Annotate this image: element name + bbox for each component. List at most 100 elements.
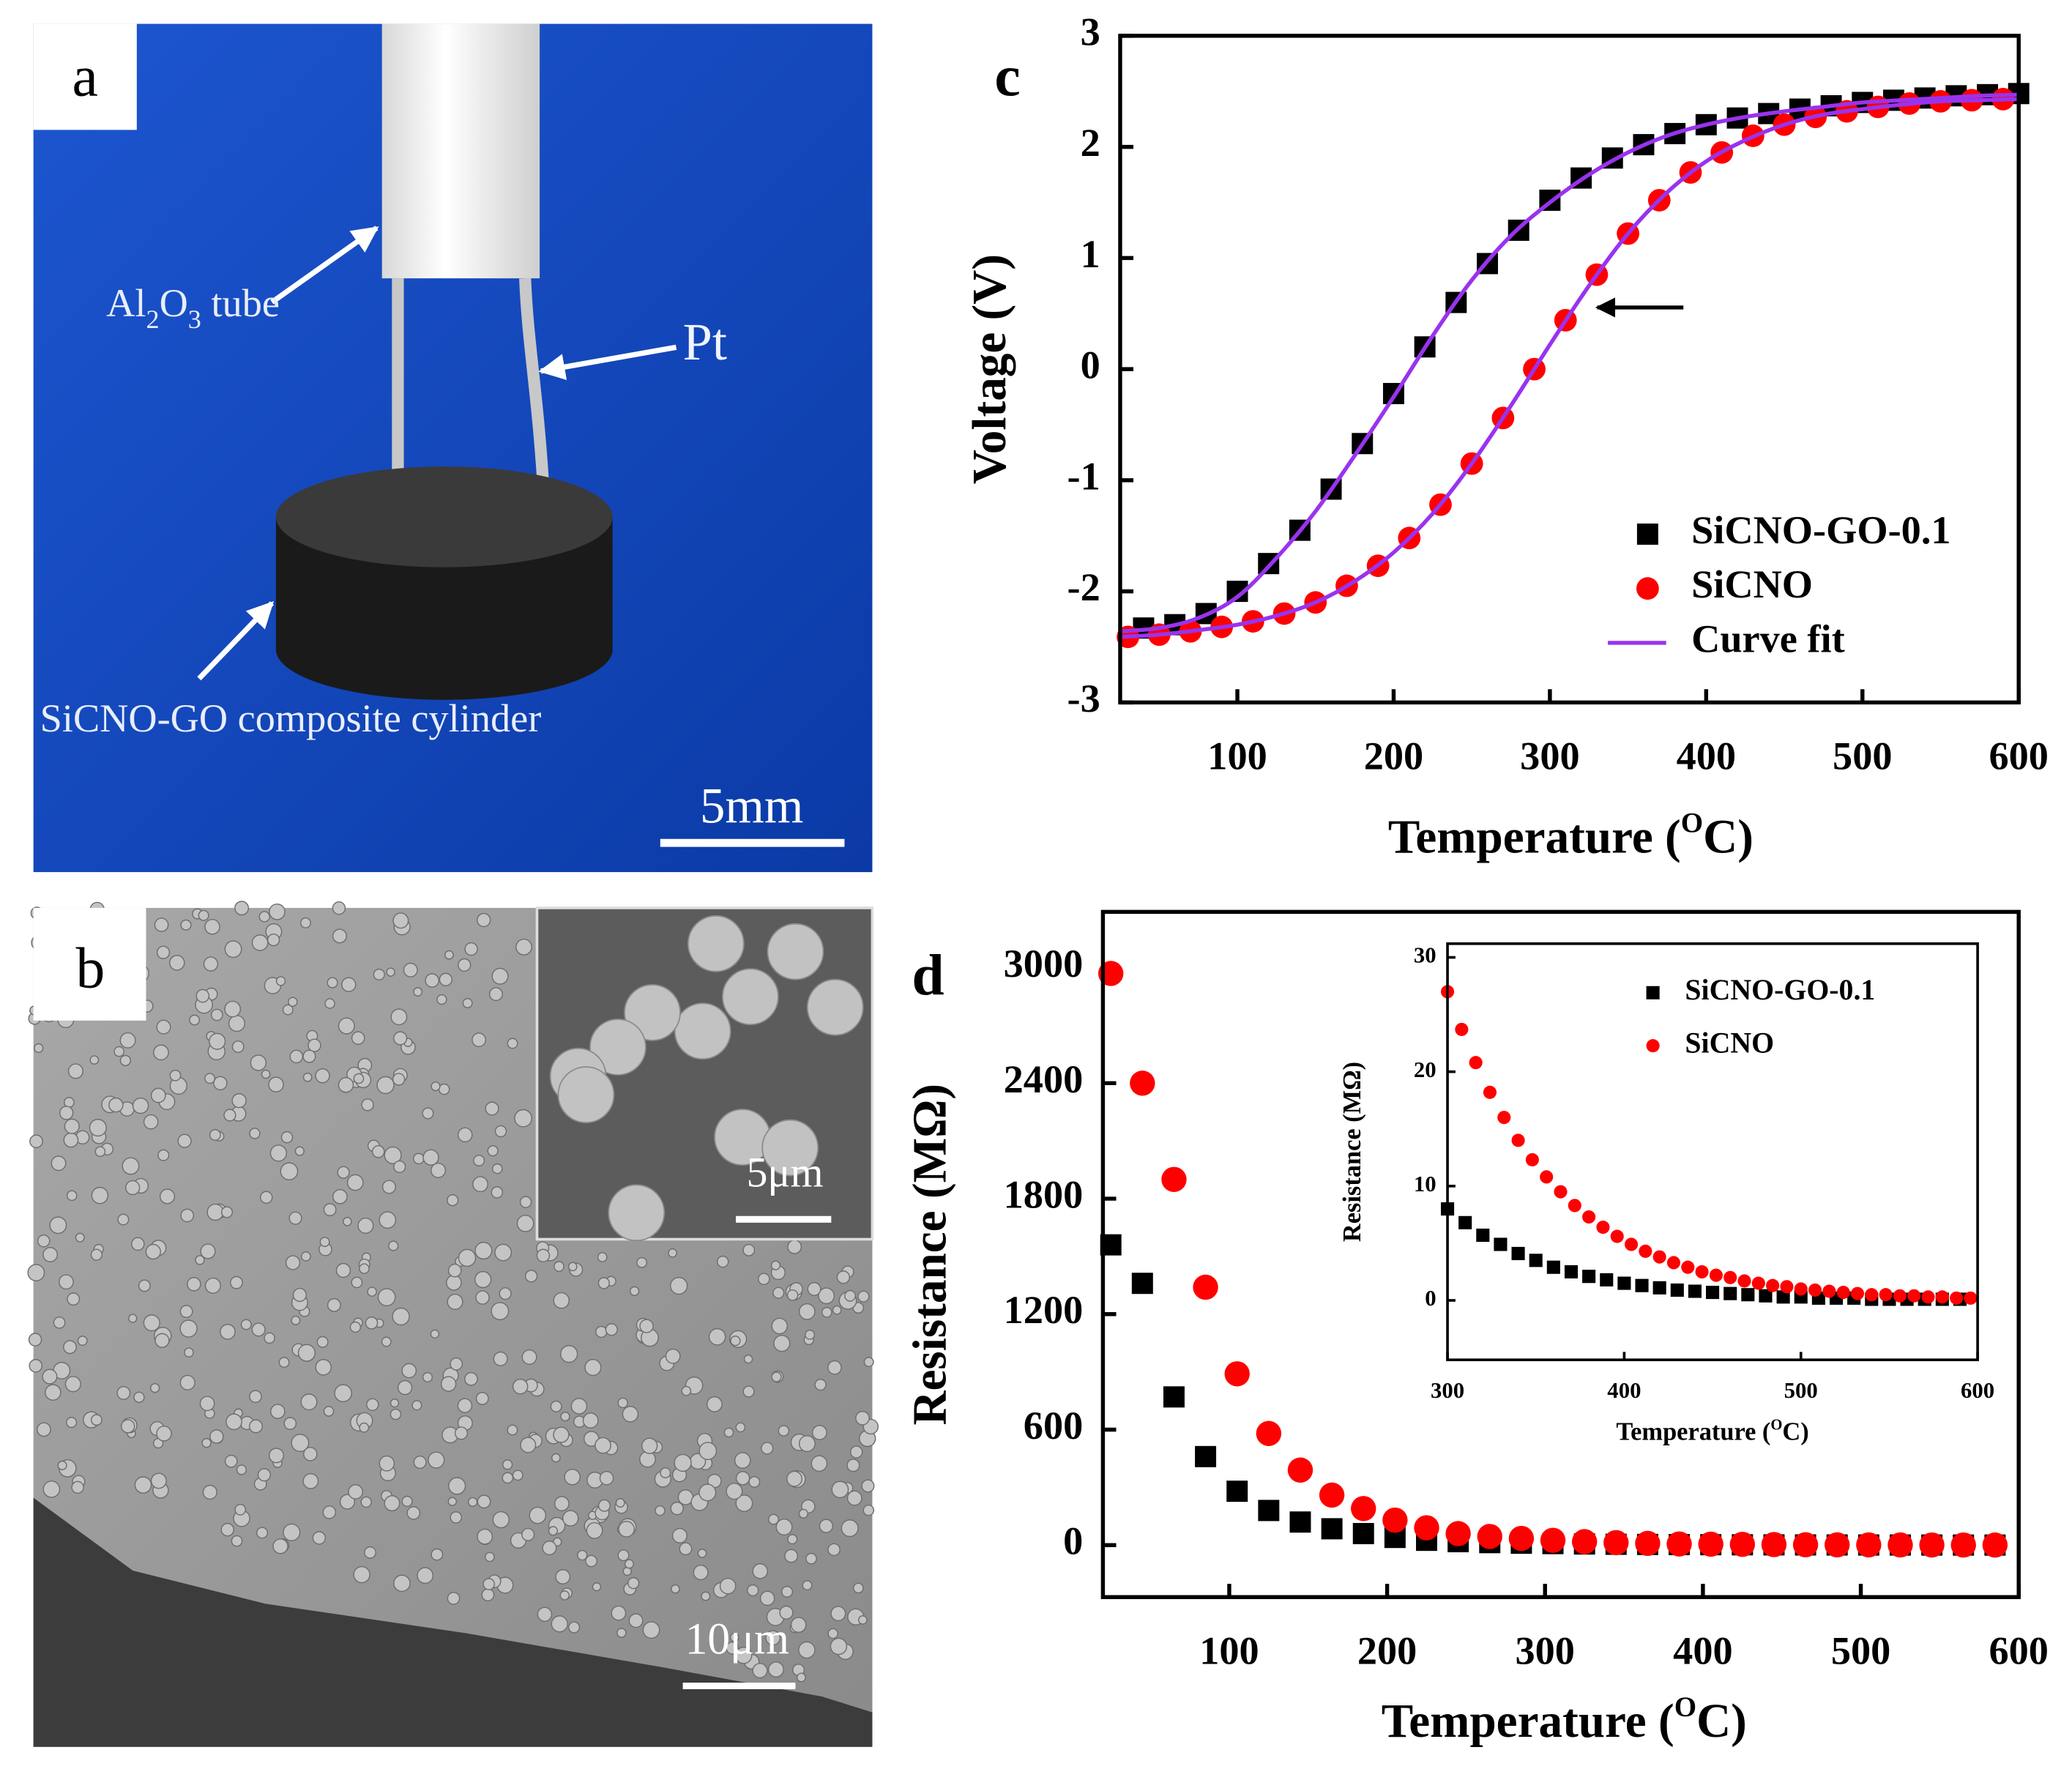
- x-axis-label-part: Temperature (: [1388, 811, 1681, 863]
- point: [1982, 1532, 2008, 1558]
- point: [1458, 1215, 1472, 1229]
- particle: [291, 1434, 310, 1452]
- particle: [89, 1055, 100, 1065]
- cylinder-top: [275, 466, 613, 567]
- particle: [597, 1252, 608, 1262]
- particle: [592, 1582, 602, 1592]
- particle: [767, 1661, 784, 1678]
- point: [1723, 1286, 1737, 1300]
- point: [1511, 1246, 1525, 1261]
- wire-label: Pt: [683, 312, 727, 371]
- particle: [668, 1248, 677, 1258]
- particle: [113, 1046, 124, 1057]
- particle: [627, 1577, 640, 1590]
- particle: [234, 901, 250, 916]
- particle: [29, 1134, 43, 1149]
- cylinder-label: SiCNO-GO composite cylinder: [40, 696, 542, 740]
- particle: [464, 1371, 478, 1386]
- inset-background: [1338, 928, 2015, 1459]
- particle: [267, 933, 280, 947]
- particle: [366, 1398, 379, 1412]
- particle: [861, 1479, 875, 1493]
- particle: [335, 1262, 351, 1278]
- particle: [377, 1288, 396, 1307]
- particle: [781, 1585, 794, 1598]
- point: [1596, 1221, 1610, 1235]
- point: [1571, 1529, 1598, 1554]
- particle: [542, 1541, 557, 1556]
- particle: [805, 1552, 817, 1565]
- particle: [628, 1613, 644, 1628]
- particle: [693, 1564, 709, 1581]
- point: [1540, 1527, 1566, 1553]
- sphere: [767, 923, 824, 980]
- particle: [617, 1549, 630, 1562]
- particle: [351, 1031, 365, 1046]
- particle: [560, 1411, 570, 1422]
- particle: [560, 1345, 578, 1363]
- point: [1351, 1496, 1376, 1522]
- particle: [411, 1400, 422, 1411]
- particle: [485, 1101, 499, 1116]
- particle: [814, 1379, 827, 1391]
- panel-label: c: [994, 45, 1020, 109]
- particle: [90, 1414, 103, 1426]
- particle: [464, 942, 478, 956]
- point: [1256, 1420, 1282, 1446]
- particle: [156, 1019, 171, 1035]
- particle: [187, 1277, 201, 1292]
- particle: [863, 1357, 874, 1368]
- particle: [349, 1321, 362, 1333]
- particle: [223, 1109, 236, 1122]
- panel-b: 5μm 10μm b: [27, 901, 879, 1747]
- y-tick-label: 0: [1081, 343, 1100, 387]
- particle: [149, 1382, 160, 1393]
- particle: [199, 1396, 215, 1412]
- x-tick-label: 100: [1199, 1628, 1259, 1672]
- y-axis-label: Resistance (MΩ): [903, 1084, 956, 1425]
- particle: [742, 1385, 755, 1398]
- point: [1582, 1270, 1596, 1284]
- point: [1639, 1244, 1652, 1258]
- particle: [765, 1630, 781, 1646]
- particle: [447, 1497, 458, 1506]
- particle: [269, 1144, 288, 1162]
- point: [1582, 1210, 1596, 1224]
- particle: [597, 1277, 610, 1289]
- point: [1321, 1518, 1343, 1540]
- particle: [595, 1437, 611, 1454]
- particle: [351, 1276, 363, 1289]
- particle: [701, 1591, 711, 1601]
- sphere: [687, 915, 745, 972]
- point: [1529, 1254, 1543, 1267]
- x-tick-label: 300: [1516, 1628, 1575, 1672]
- particle: [494, 1125, 507, 1138]
- point: [1776, 1290, 1790, 1304]
- particle: [406, 1505, 421, 1520]
- particle: [562, 1510, 579, 1527]
- wires: [392, 278, 550, 494]
- particle: [42, 1368, 58, 1385]
- y-tick-label: 30: [1414, 943, 1436, 968]
- point: [1564, 1265, 1579, 1279]
- point: [1921, 1290, 1935, 1304]
- point: [1751, 1276, 1765, 1290]
- x-axis-label: Temperature (OC): [1388, 808, 1754, 863]
- particle: [63, 1132, 79, 1148]
- y-tick-label: -1: [1067, 454, 1100, 498]
- particle: [67, 1063, 83, 1079]
- particle: [798, 1641, 816, 1659]
- sphere: [624, 984, 681, 1041]
- particle: [853, 1582, 864, 1594]
- x-tick-label: 600: [1961, 1378, 1994, 1403]
- particle: [379, 1211, 397, 1229]
- particle: [231, 1093, 247, 1109]
- particle: [302, 1072, 313, 1082]
- particle: [332, 901, 346, 915]
- particle: [759, 1590, 775, 1606]
- particle: [27, 1264, 45, 1281]
- x-tick-label: 200: [1357, 1628, 1417, 1672]
- particle: [179, 1305, 193, 1319]
- particle: [64, 1118, 80, 1134]
